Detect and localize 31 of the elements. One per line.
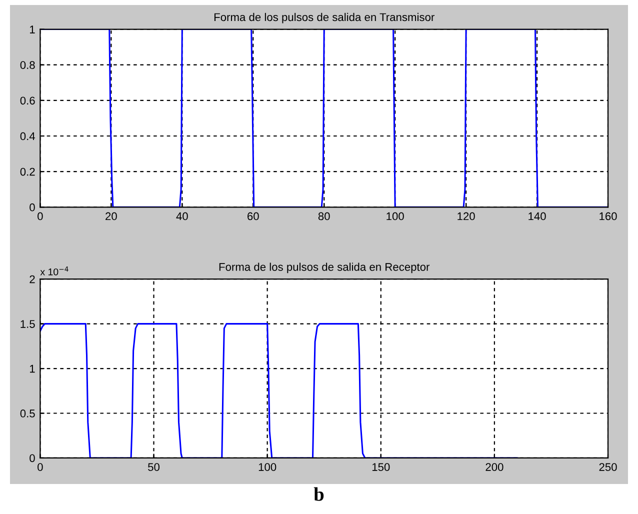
text: b — [314, 487, 324, 501]
text: x 10$^{−4}$ — [40, 266, 68, 276]
y-tick-label: 2 — [30, 275, 35, 284]
x-tick-label: 120 — [458, 212, 475, 220]
x-tick-label: 0 — [38, 463, 43, 471]
x-tick-label: 40 — [176, 212, 188, 220]
x-tick-label: 100 — [386, 212, 404, 220]
y-tick-label: 0.2 — [20, 168, 35, 176]
x-tick-label: 200 — [486, 463, 504, 471]
y-tick-label: 0 — [30, 203, 35, 212]
y-tick-label: 0.4 — [20, 132, 36, 140]
x-tick-label: 150 — [372, 463, 390, 471]
chart-title: Forma de los pulsos de salida en Receptor — [219, 262, 430, 274]
x-tick-label: 20 — [106, 212, 117, 220]
chart-title: Forma de los pulsos de salida en Transmisor — [214, 12, 434, 24]
x-tick-label: 100 — [258, 463, 276, 471]
x-tick-label: 250 — [599, 463, 617, 471]
x-tick-label: 60 — [248, 212, 259, 220]
x-tick-label: 160 — [600, 212, 617, 220]
y-tick-label: 1 — [30, 364, 35, 373]
x-tick-label: 0 — [38, 212, 43, 220]
line-series — [40, 323, 518, 458]
y-tick-label: 0 — [30, 454, 35, 462]
y-tick-label: 1.5 — [20, 320, 35, 328]
x-tick-label: 80 — [318, 212, 330, 220]
y-tick-label: 1 — [30, 26, 35, 34]
x-tick-label: 140 — [528, 212, 546, 220]
y-tick-label: 0.8 — [20, 61, 35, 69]
y-tick-label: 0.5 — [20, 410, 35, 418]
y-tick-label: 0.6 — [20, 96, 35, 105]
x-tick-label: 50 — [148, 463, 160, 471]
